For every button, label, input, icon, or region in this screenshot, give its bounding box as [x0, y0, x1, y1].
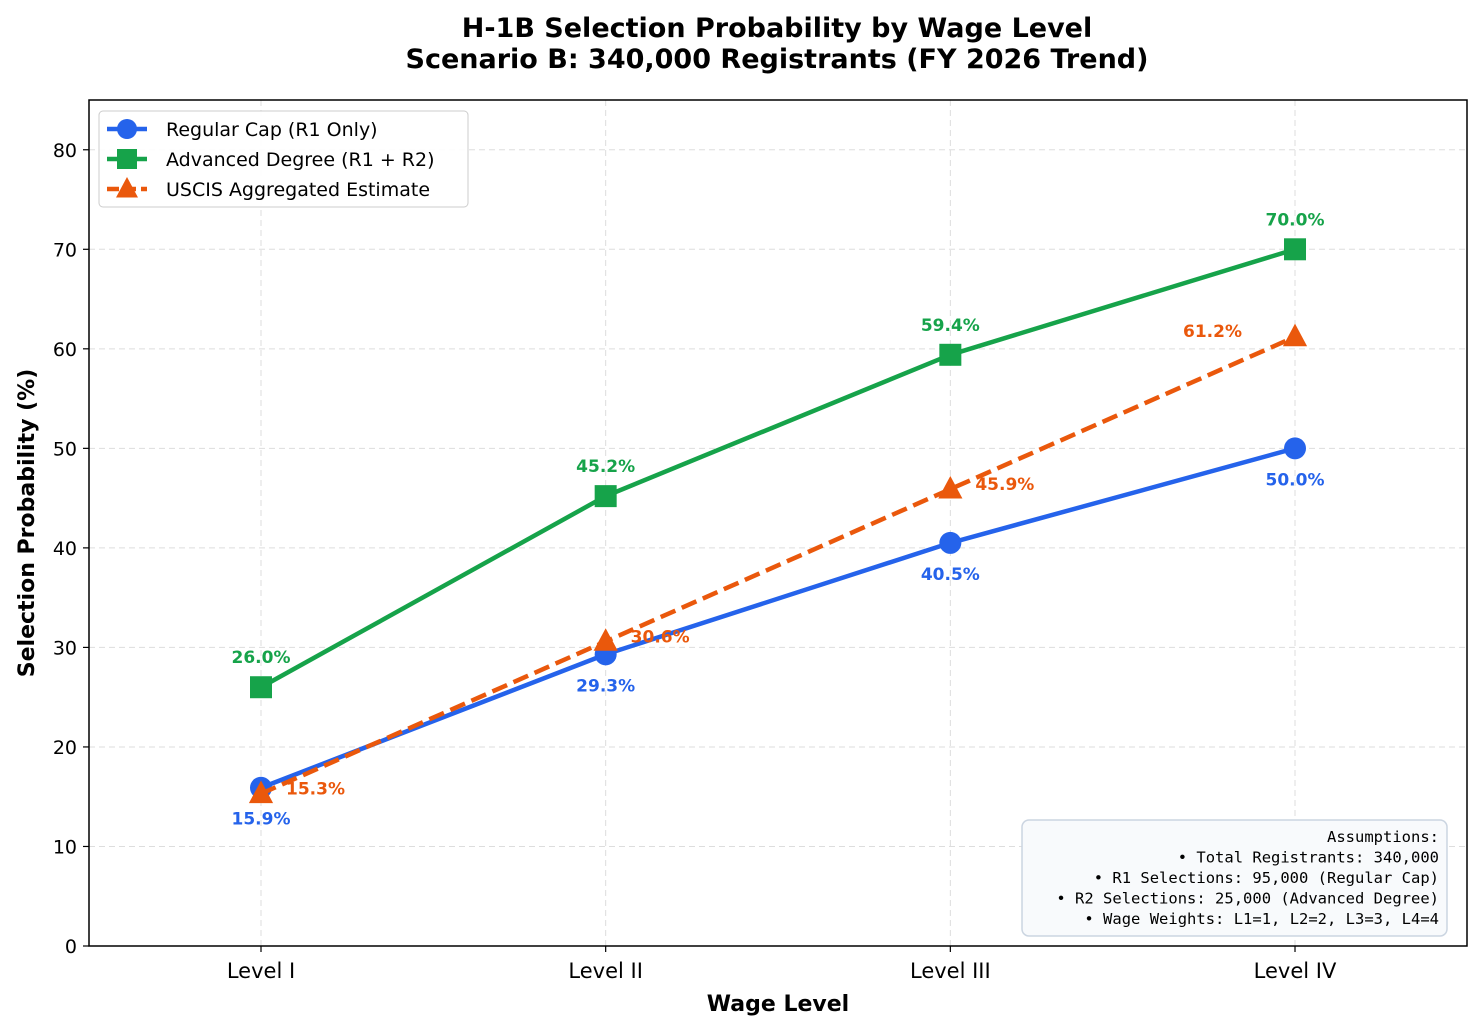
assumptions-title: Assumptions: — [1327, 828, 1439, 846]
y-tick-label: 70 — [53, 239, 77, 261]
chart-title: H-1B Selection Probability by Wage Level — [462, 13, 1093, 44]
triangle-marker — [116, 177, 138, 198]
square-marker — [1284, 238, 1307, 261]
data-label: 30.6% — [631, 627, 690, 647]
chart-subtitle: Scenario B: 340,000 Registrants (FY 2026… — [406, 44, 1149, 75]
assumption-line: • R1 Selections: 95,000 (Regular Cap) — [1094, 869, 1439, 887]
y-tick-label: 40 — [53, 538, 77, 560]
circle-marker — [1284, 437, 1307, 460]
y-tick-label: 60 — [53, 339, 77, 361]
assumptions-box: Assumptions: • Total Registrants: 340,000… — [1021, 819, 1448, 937]
y-tick-label: 50 — [53, 438, 77, 460]
data-label: 45.2% — [576, 457, 635, 477]
x-tick-label: Level IV — [1254, 959, 1337, 983]
triangle-marker — [593, 628, 618, 651]
circle-marker — [117, 119, 137, 139]
legend-box — [98, 110, 469, 208]
series-line-2 — [260, 334, 1296, 796]
y-tick-label: 20 — [53, 737, 77, 759]
data-label: 29.3% — [576, 676, 635, 696]
y-tick-label: 0 — [65, 936, 77, 958]
data-label: 45.9% — [975, 475, 1034, 495]
assumption-line: • R2 Selections: 25,000 (Advanced Degree… — [1056, 890, 1439, 908]
y-tick-label: 80 — [53, 140, 77, 162]
square-marker — [117, 149, 137, 169]
data-label: 40.5% — [921, 565, 980, 585]
y-tick-label: 30 — [53, 637, 77, 659]
series-line-1 — [259, 247, 1296, 690]
circle-marker — [939, 531, 962, 554]
data-label: 61.2% — [1183, 322, 1242, 342]
square-marker — [594, 485, 617, 508]
legend-label: Advanced Degree (R1 + R2) — [166, 149, 435, 171]
data-label: 26.0% — [232, 648, 291, 668]
data-label: 70.0% — [1266, 210, 1325, 230]
triangle-marker — [1282, 323, 1308, 347]
data-label: 59.4% — [921, 316, 980, 336]
axis-ticks: 0 10 20 30 40 50 60 70 80 Level I Level II Level II… — [53, 140, 1337, 983]
legend-label: USCIS Aggregated Estimate — [166, 179, 430, 201]
series-group: 15.9% 29.3% 40.5% 50.0% 26.0% 45.2% 59.4% 70.0%… — [232, 210, 1325, 829]
data-label: 15.9% — [232, 810, 291, 830]
y-tick-label: 10 — [53, 836, 77, 858]
data-label: 15.3% — [286, 780, 345, 800]
square-marker — [939, 343, 962, 366]
x-tick-label: Level I — [227, 959, 295, 983]
grid — [89, 100, 1467, 947]
x-axis-label: Wage Level — [707, 992, 849, 1017]
assumption-line: • Total Registrants: 340,000 — [1178, 849, 1439, 867]
y-axis-label: Selection Probability (%) — [15, 369, 40, 677]
x-tick-label: Level III — [910, 959, 991, 983]
series-line-0 — [260, 446, 1296, 790]
triangle-marker — [248, 780, 274, 804]
triangle-marker — [938, 475, 963, 499]
legend-label: Regular Cap (R1 Only) — [166, 119, 378, 141]
legend: Regular Cap (R1 Only) Advanced Degree (R1… — [98, 110, 469, 208]
plot-frame — [88, 99, 1468, 947]
data-label: 50.0% — [1266, 470, 1325, 490]
assumptions-background — [1021, 819, 1448, 937]
assumption-line: • Wage Weights: L1=1, L2=2, L3=3, L4=4 — [1084, 910, 1439, 928]
x-tick-label: Level II — [568, 959, 643, 983]
square-marker — [250, 676, 272, 699]
